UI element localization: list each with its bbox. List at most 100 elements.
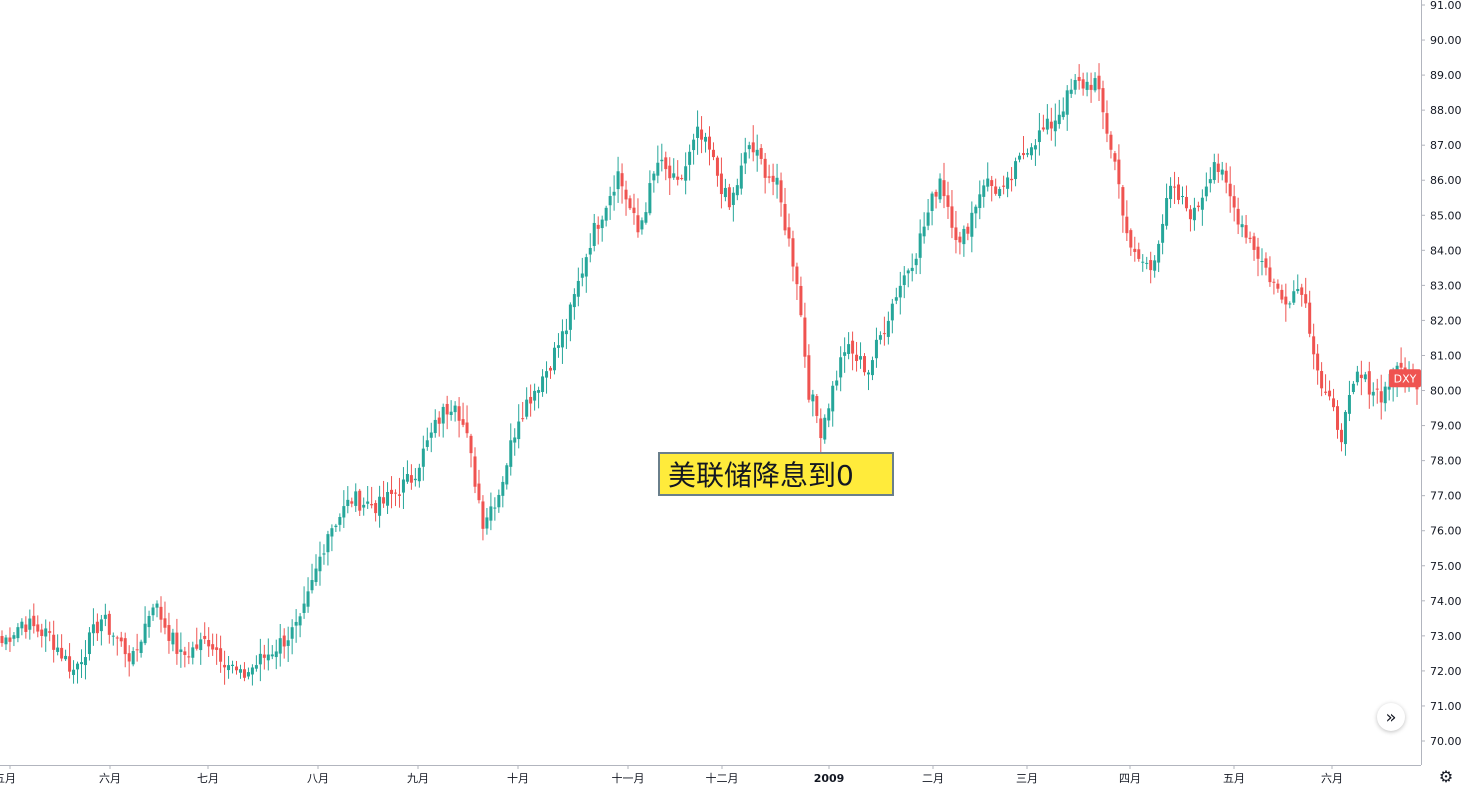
candle xyxy=(1216,153,1220,183)
candle-body xyxy=(696,126,700,138)
candle-body xyxy=(1371,391,1375,396)
candle-body xyxy=(12,635,16,639)
candle-body xyxy=(680,178,684,180)
candle xyxy=(1153,255,1157,278)
candle xyxy=(1014,157,1018,187)
candle xyxy=(1272,278,1276,295)
candle-body xyxy=(1200,197,1204,210)
candle xyxy=(302,586,306,619)
candle-body xyxy=(882,333,886,335)
candle-body xyxy=(946,195,950,207)
chart-settings-button[interactable]: ⚙ xyxy=(1436,766,1456,786)
candle-body xyxy=(600,219,604,229)
price-axis-label: 75.00 xyxy=(1430,560,1462,573)
candle xyxy=(763,152,767,194)
price-axis-label: 89.00 xyxy=(1430,69,1462,82)
candle-body xyxy=(1033,145,1037,150)
time-axis[interactable]: 五月 六月 七月 八月 九月 十月 十一月 十二月 2009 二月 三月 四月 五月 六月 xyxy=(0,765,1343,785)
price-axis[interactable]: 70.00 71.00 72.00 73.00 74.00 75.00 76.00 77.00… xyxy=(1421,0,1462,748)
candle xyxy=(521,401,525,422)
candle xyxy=(449,400,453,421)
candle xyxy=(72,660,76,684)
candle-body xyxy=(1129,230,1133,248)
candle xyxy=(998,186,1002,199)
candle-body xyxy=(1383,386,1387,404)
candle-body xyxy=(378,496,382,516)
candle xyxy=(453,401,457,422)
candle xyxy=(779,172,783,217)
candle-body xyxy=(1085,81,1089,90)
candle-body xyxy=(1196,205,1200,208)
price-axis-label: 91.00 xyxy=(1430,0,1462,12)
candle xyxy=(1188,205,1192,232)
candle-body xyxy=(481,501,485,529)
candle-body xyxy=(843,352,847,356)
candle xyxy=(859,342,863,369)
candle xyxy=(1097,63,1101,101)
candle xyxy=(878,331,882,345)
candle-body xyxy=(362,504,366,508)
candle xyxy=(994,178,998,196)
candle-body xyxy=(986,178,990,187)
candle-body xyxy=(302,603,306,613)
scroll-to-realtime-button[interactable]: » xyxy=(1377,703,1405,731)
candle xyxy=(1077,64,1081,90)
candle-body xyxy=(131,651,135,665)
candle xyxy=(246,667,250,680)
candle xyxy=(445,395,449,430)
candle-body xyxy=(608,196,612,206)
candle-body xyxy=(1204,186,1208,197)
candle-body xyxy=(568,304,572,330)
candle-body xyxy=(1268,267,1272,283)
candle-body xyxy=(183,651,187,655)
candle xyxy=(195,627,199,651)
candle-body xyxy=(211,644,215,650)
candle xyxy=(533,383,537,411)
candle xyxy=(1006,171,1010,198)
candle-body xyxy=(894,297,898,301)
candle-body xyxy=(1236,208,1240,225)
candle xyxy=(266,638,270,671)
candle xyxy=(131,647,135,667)
candle-body xyxy=(417,467,421,482)
candle-body xyxy=(1069,89,1073,94)
candle-body xyxy=(660,159,664,162)
candle xyxy=(1149,251,1153,284)
candle xyxy=(465,405,469,438)
candle xyxy=(461,402,465,428)
candle-body xyxy=(596,224,600,229)
candle-body xyxy=(863,356,867,373)
candle-body xyxy=(684,166,688,181)
candle-body xyxy=(799,285,803,316)
candle-body xyxy=(489,506,493,521)
candle xyxy=(1296,274,1300,294)
candle-body xyxy=(759,148,763,159)
candle xyxy=(143,606,147,646)
candle xyxy=(437,411,441,437)
candle xyxy=(1256,237,1260,277)
candle-body xyxy=(994,186,998,194)
candle xyxy=(600,215,604,242)
candle xyxy=(596,216,600,245)
candle xyxy=(1339,423,1343,452)
candle-body xyxy=(719,173,723,195)
candle xyxy=(560,319,564,364)
candle xyxy=(608,186,612,220)
candle xyxy=(1240,215,1244,238)
candle-body xyxy=(620,173,624,187)
candle xyxy=(413,468,417,487)
candle-body xyxy=(1053,120,1057,132)
candle xyxy=(338,513,342,532)
candle xyxy=(958,231,962,255)
candle-body xyxy=(147,615,151,628)
candle xyxy=(1328,380,1332,401)
candle-body xyxy=(803,317,807,357)
candle xyxy=(354,483,358,512)
candle-body xyxy=(127,653,131,662)
candle-body xyxy=(556,345,560,348)
candle xyxy=(1089,72,1093,103)
candle-body xyxy=(386,491,390,506)
candle-body xyxy=(906,270,910,274)
candle xyxy=(537,386,541,409)
